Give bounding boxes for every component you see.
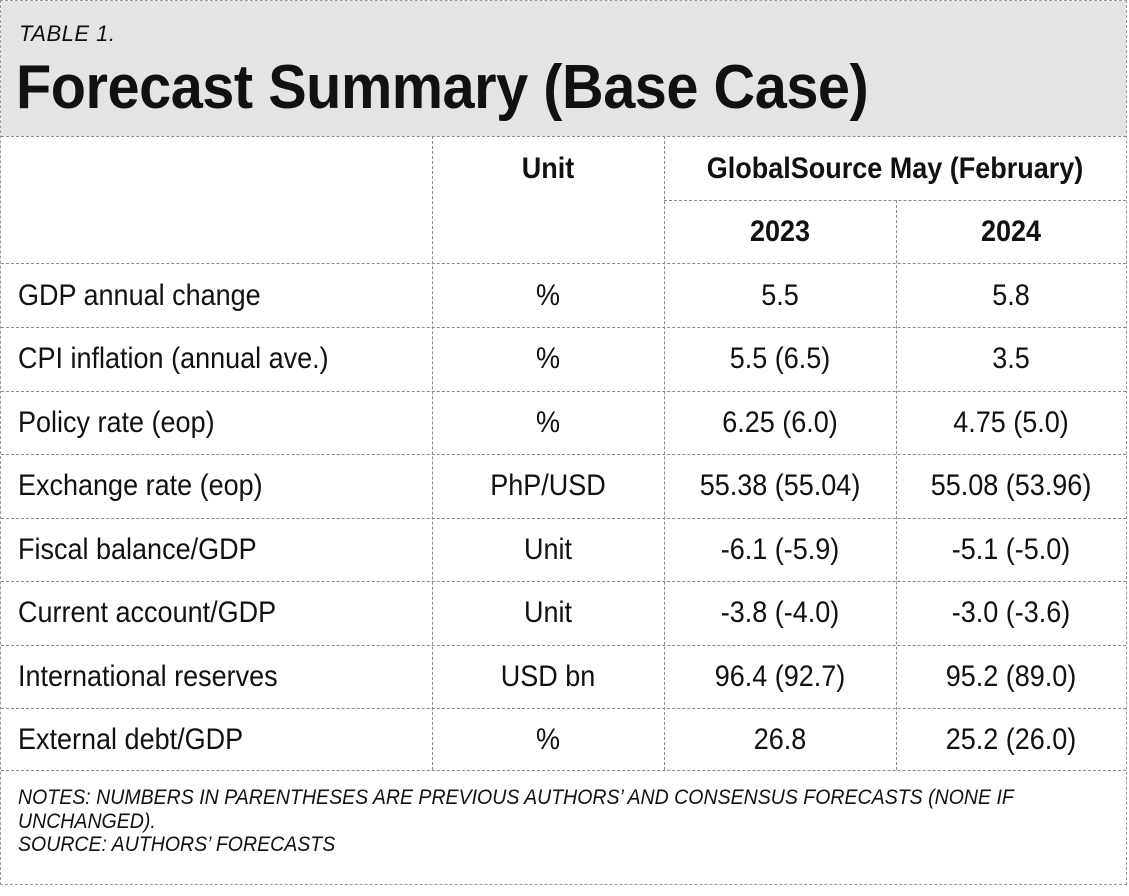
- year-header-2023: 2023: [749, 215, 811, 248]
- row-value-2024: 3.5: [992, 342, 1030, 375]
- divider: [1, 327, 1126, 328]
- row-label: International reserves: [18, 660, 278, 693]
- table-header: TABLE 1. Forecast Summary (Base Case): [1, 1, 1126, 136]
- row-label: Fiscal balance/GDP: [18, 533, 257, 566]
- row-label: External debt/GDP: [18, 723, 244, 756]
- group-header: GlobalSource May (February): [706, 152, 1084, 185]
- row-label: GDP annual change: [18, 279, 261, 312]
- row-unit: USD bn: [500, 660, 596, 693]
- row-unit: %: [535, 406, 561, 439]
- row-value-2024: 25.2 (26.0): [945, 723, 1077, 756]
- row-label: CPI inflation (annual ave.): [18, 342, 329, 375]
- row-value-2023: -6.1 (-5.9): [720, 533, 840, 566]
- row-value-2023: 55.38 (55.04): [699, 469, 861, 502]
- row-value-2023: 5.5 (6.5): [729, 342, 831, 375]
- unit-header: Unit: [521, 152, 575, 185]
- divider: [664, 200, 1126, 201]
- row-value-2023: 6.25 (6.0): [722, 406, 838, 439]
- divider: [1, 391, 1126, 392]
- row-unit: Unit: [523, 596, 573, 629]
- row-value-2023: 96.4 (92.7): [714, 660, 846, 693]
- row-value-2024: 4.75 (5.0): [953, 406, 1069, 439]
- row-value-2023: 5.5: [761, 279, 799, 312]
- year-header-2024: 2024: [980, 215, 1042, 248]
- divider: [1, 581, 1126, 582]
- divider: [1, 454, 1126, 455]
- row-label: Current account/GDP: [18, 596, 277, 629]
- divider: [1, 708, 1126, 709]
- row-value-2024: -3.0 (-3.6): [951, 596, 1071, 629]
- row-unit: PhP/USD: [490, 469, 606, 502]
- row-value-2024: 5.8: [992, 279, 1030, 312]
- row-unit: %: [535, 279, 561, 312]
- row-unit: Unit: [523, 533, 573, 566]
- notes-text: NOTES: NUMBERS IN PARENTHESES ARE PREVIO…: [18, 786, 1014, 833]
- row-value-2024: -5.1 (-5.0): [951, 533, 1071, 566]
- column-divider: [664, 136, 665, 770]
- row-value-2024: 95.2 (89.0): [945, 660, 1077, 693]
- row-value-2024: 55.08 (53.96): [930, 469, 1092, 502]
- row-label: Exchange rate (eop): [18, 469, 263, 502]
- table-title: Forecast Summary (Base Case): [16, 53, 869, 122]
- row-unit: %: [535, 342, 561, 375]
- divider: [1, 518, 1126, 519]
- row-unit: %: [535, 723, 561, 756]
- divider: [1, 263, 1126, 264]
- table-number: TABLE 1.: [19, 21, 116, 46]
- column-divider: [896, 200, 897, 770]
- table-notes: NOTES: NUMBERS IN PARENTHESES ARE PREVIO…: [18, 786, 1032, 857]
- divider: [1, 645, 1126, 646]
- divider: [1, 770, 1126, 771]
- row-label: Policy rate (eop): [18, 406, 215, 439]
- column-divider: [432, 136, 433, 770]
- source-text: SOURCE: AUTHORS’ FORECASTS: [18, 833, 336, 857]
- row-value-2023: -3.8 (-4.0): [720, 596, 840, 629]
- row-value-2023: 26.8: [753, 723, 807, 756]
- divider: [1, 136, 1126, 137]
